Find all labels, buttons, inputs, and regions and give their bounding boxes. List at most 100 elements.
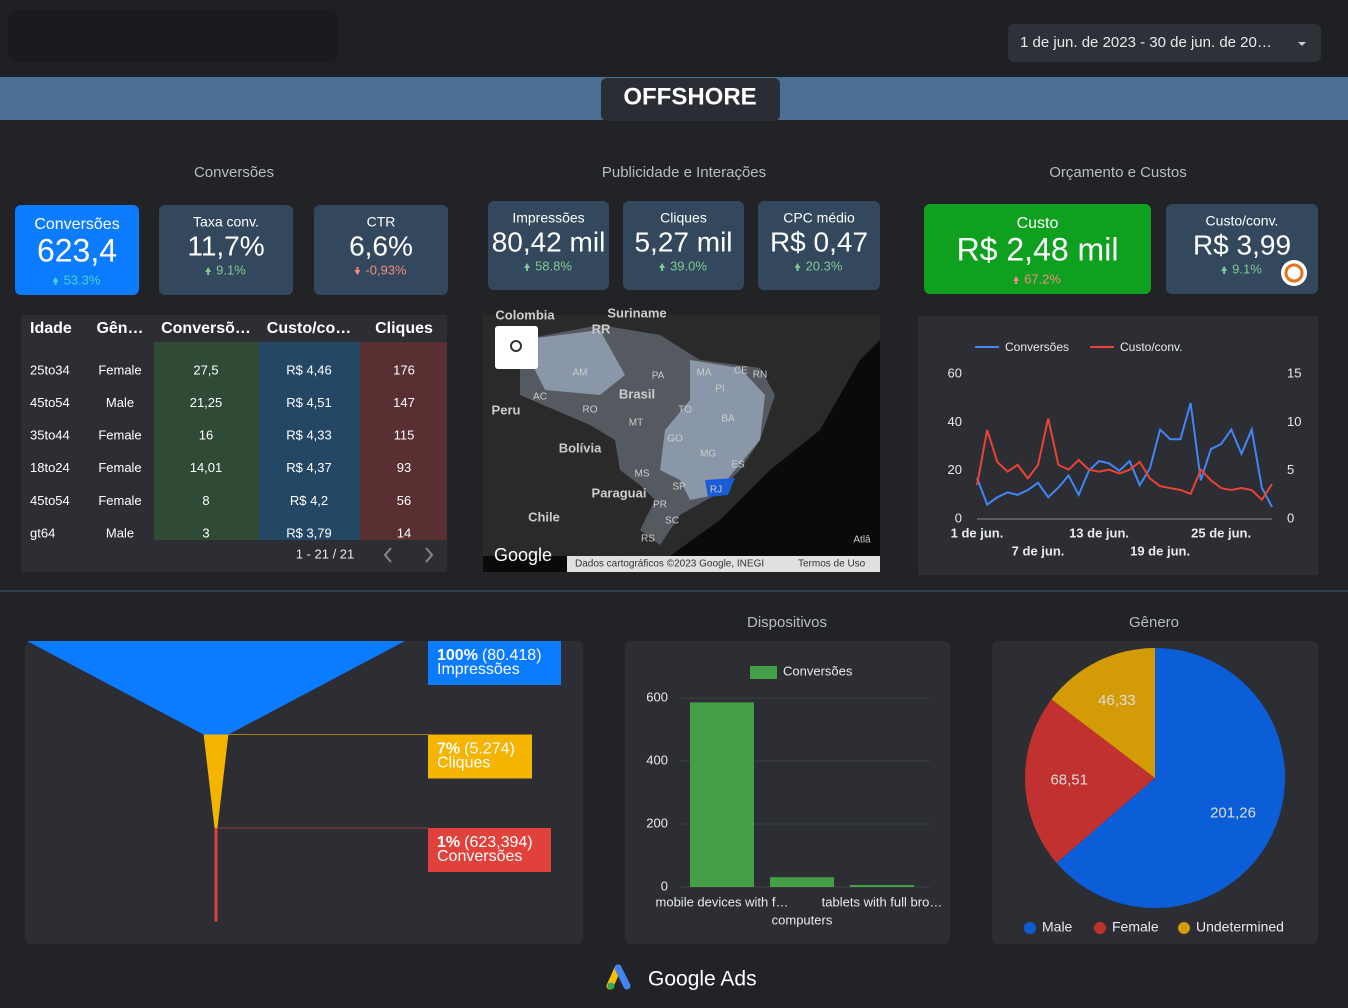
line-series [976, 418, 1273, 502]
prev-page [383, 547, 392, 563]
map-label: CE [734, 366, 748, 377]
y-tick-label: 40 [948, 414, 962, 429]
funnel-value-label: (5.274) [464, 741, 515, 758]
kpi-card [623, 201, 744, 290]
map-label: MS [635, 469, 650, 480]
table-cell: 14,01 [190, 460, 223, 475]
locate-button[interactable] [495, 326, 538, 369]
legend-label: Conversões [783, 663, 853, 678]
pie-value-label: 68,51 [1050, 772, 1088, 789]
map-label: AM [573, 368, 588, 379]
kpi-change: 67.2% [1024, 271, 1061, 286]
table-cell: 18to24 [30, 460, 70, 475]
y-tick-label: 600 [646, 689, 668, 704]
legend-dot [1178, 922, 1190, 934]
funnel-stage [214, 828, 218, 922]
map-label: PA [652, 371, 665, 382]
kpi-change: 39.0% [670, 258, 707, 273]
table-header: Gên… [96, 320, 143, 337]
kpi-label: Cliques [660, 210, 707, 226]
table-header: Custo/co… [267, 320, 351, 337]
legend-dot [1094, 922, 1106, 934]
kpi-value: 80,42 mil [492, 226, 606, 257]
next-page [425, 547, 434, 563]
table-cell: Female [98, 460, 141, 475]
map-terms: Termos de Uso [798, 559, 866, 570]
kpi-arrow [52, 277, 59, 285]
funnel-label-box [428, 734, 532, 779]
table-header: Idade [30, 320, 72, 337]
table-cell: R$ 4,46 [286, 362, 332, 377]
x-tick-label: computers [772, 912, 833, 927]
kpi-arrow [659, 263, 666, 271]
kpi-value: 11,7% [187, 230, 264, 261]
kpi-card [488, 201, 609, 290]
table-cell: 176 [393, 362, 415, 377]
date-picker[interactable] [1008, 24, 1321, 62]
y2-tick-label: 0 [1287, 510, 1294, 525]
kpi-label: Conversões [34, 216, 119, 233]
kpi-change: -0,93% [365, 262, 407, 277]
pie-value-label: 201,26 [1210, 805, 1256, 822]
x-tick-label: 25 de jun. [1191, 525, 1251, 540]
y-tick-label: 400 [646, 752, 668, 767]
dropdown-arrow[interactable] [1298, 42, 1306, 46]
table-cell: R$ 4,37 [286, 460, 332, 475]
kpi-label: Custo [1017, 215, 1059, 232]
kpi-arrow [524, 263, 531, 271]
funnel-value-label: (80.418) [482, 647, 542, 664]
kpi-value: 6,6% [349, 230, 413, 261]
kpi-arrow [1013, 276, 1020, 284]
section-title: Publicidade e Interações [602, 164, 766, 181]
table-cell: R$ 3,79 [286, 525, 332, 540]
table-header: Conversõ… [161, 320, 251, 337]
table-footer [21, 540, 447, 572]
kpi-value: R$ 0,47 [770, 226, 868, 257]
kpi-card [314, 205, 448, 295]
kpi-arrow [794, 263, 801, 271]
pie-slice [1051, 648, 1155, 778]
kpi-card [15, 205, 139, 295]
line-series [976, 402, 1273, 508]
map-label: Atlâ [853, 535, 871, 546]
y2-tick-label: 15 [1287, 365, 1301, 380]
table-cell: 21,25 [190, 395, 223, 410]
map-label: Suriname [607, 305, 666, 320]
kpi-card [159, 205, 293, 295]
table-header: Cliques [375, 320, 433, 337]
map-label: Brasil [619, 386, 655, 401]
kpi-label: Taxa conv. [193, 214, 259, 230]
google-ads-logo [606, 964, 631, 990]
table-cell: 93 [397, 460, 411, 475]
kpi-change: 53.3% [64, 272, 101, 287]
kpi-value: R$ 2,48 mil [957, 231, 1119, 267]
table-cell: Male [106, 525, 134, 540]
table-cell: Female [98, 428, 141, 443]
banner-title: OFFSHORE [623, 83, 756, 110]
funnel-category: Cliques [437, 755, 490, 772]
legend-label: Conversões [1005, 340, 1069, 354]
map-label: Bolívia [559, 440, 602, 455]
table-cell: Male [106, 395, 134, 410]
kpi-change: 9.1% [1232, 261, 1262, 276]
map-label: RR [592, 321, 611, 336]
table-cell: 56 [397, 493, 411, 508]
date-range[interactable]: 1 de jun. de 2023 - 30 de jun. de 20… [1020, 34, 1272, 51]
funnel-category: Conversões [437, 848, 522, 865]
funnel-stage [27, 641, 405, 735]
table-cell: 45to54 [30, 395, 70, 410]
blurred-logo [8, 10, 338, 62]
legend-label: Male [1042, 919, 1073, 935]
kpi-value: R$ 3,99 [1193, 229, 1291, 260]
kpi-change: 20.3% [806, 258, 843, 273]
section-title: Conversões [194, 164, 274, 181]
kpi-arrow [205, 267, 212, 275]
table-cell: 25to34 [30, 362, 70, 377]
map-label: RS [641, 534, 655, 545]
kpi-label: Impressões [512, 210, 584, 226]
kpi-card [1166, 204, 1318, 294]
map-label: Chile [528, 509, 560, 524]
table-cell: gt64 [30, 525, 55, 540]
table-cell: 27,5 [193, 362, 218, 377]
